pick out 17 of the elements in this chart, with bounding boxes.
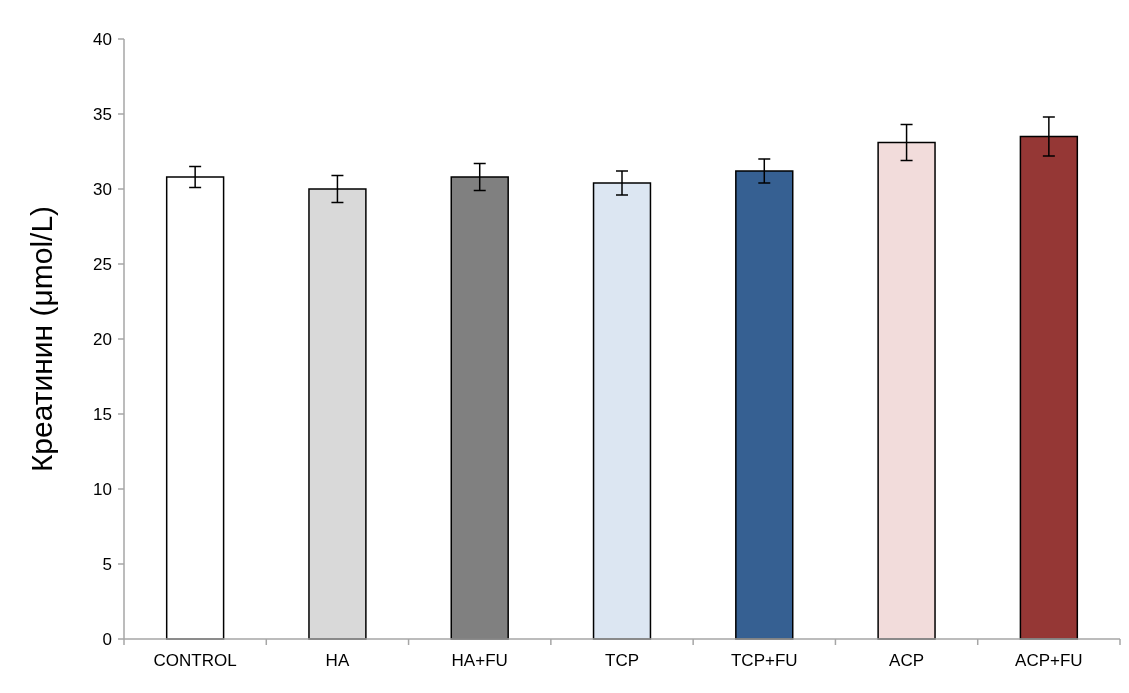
y-tick-label: 40 — [93, 29, 112, 49]
y-tick-label: 35 — [93, 104, 112, 124]
y-tick-label: 20 — [93, 329, 112, 349]
y-tick-label: 30 — [93, 179, 112, 199]
y-tick-label: 0 — [102, 629, 112, 649]
y-tick-label: 25 — [93, 254, 112, 274]
x-tick-label: TCP+FU — [730, 651, 798, 670]
y-tick-label: 15 — [93, 404, 112, 424]
y-tick-label: 10 — [93, 479, 112, 499]
y-axis-title: Креатинин (μmol/L) — [25, 205, 58, 473]
x-tick-label: HA — [325, 651, 350, 670]
x-tick-label: ACP+FU — [1015, 651, 1083, 670]
x-tick-label: HA+FU — [451, 651, 508, 670]
x-tick-label: CONTROL — [153, 651, 237, 670]
y-tick-label: 5 — [102, 554, 112, 574]
x-tick-label: ACP — [889, 651, 925, 670]
x-tick-label: TCP — [605, 651, 639, 670]
